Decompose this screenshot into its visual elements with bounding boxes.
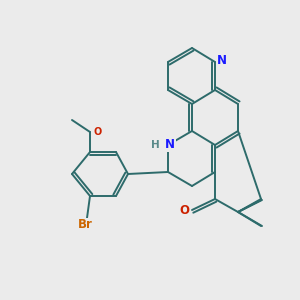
Text: O: O bbox=[94, 127, 102, 137]
Text: H: H bbox=[151, 140, 160, 150]
Text: O: O bbox=[179, 203, 189, 217]
Text: N: N bbox=[165, 139, 175, 152]
Text: Br: Br bbox=[78, 218, 92, 232]
Text: N: N bbox=[217, 55, 227, 68]
